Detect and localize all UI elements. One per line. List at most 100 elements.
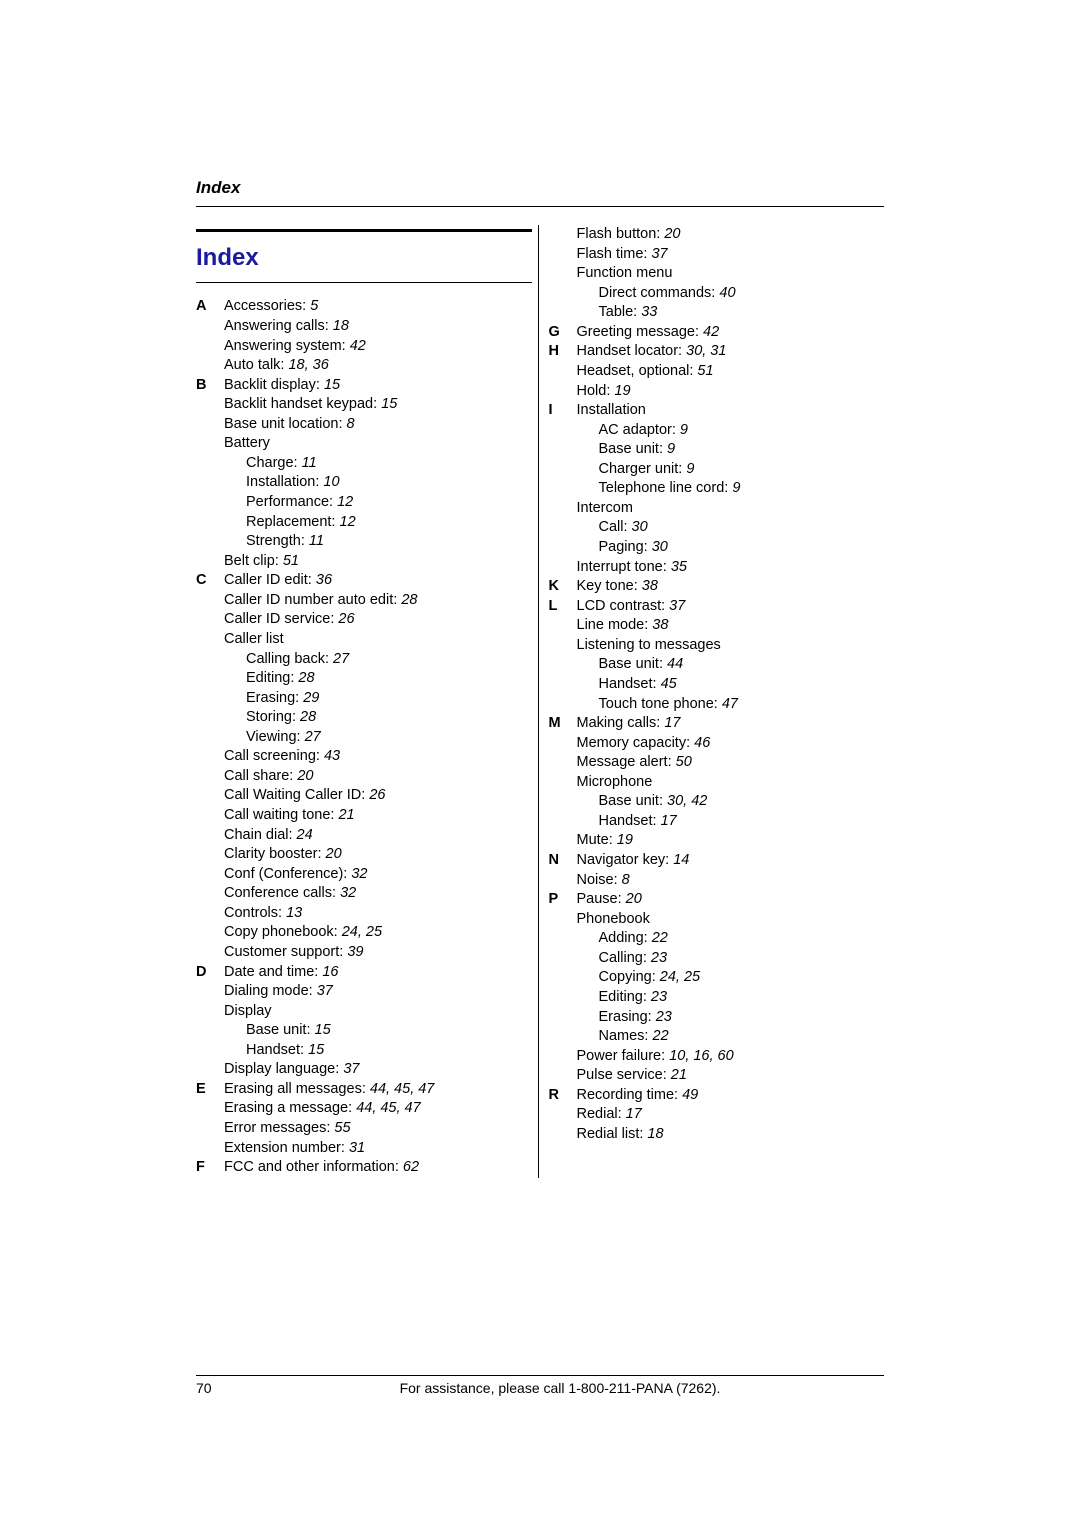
entry-page: 30, 42 bbox=[667, 793, 707, 809]
entry-text: Auto talk: bbox=[224, 357, 288, 373]
entry-text: Base unit: bbox=[599, 793, 668, 809]
letter-group: PPause: 20PhonebookAdding: 22Calling: 23… bbox=[549, 890, 885, 1086]
entries-list: Backlit display: 15Backlit handset keypa… bbox=[224, 376, 532, 572]
entry-page: 51 bbox=[697, 363, 713, 379]
index-letter: M bbox=[549, 714, 577, 851]
entry-text: Charger unit: bbox=[599, 461, 687, 477]
entry-text: Handset: bbox=[246, 1042, 308, 1058]
entry-page: 32 bbox=[351, 866, 367, 882]
index-entry: Battery bbox=[224, 434, 532, 454]
entry-text: Installation: bbox=[246, 474, 323, 490]
index-entry: Call waiting tone: 21 bbox=[224, 806, 532, 826]
entry-page: 45 bbox=[661, 676, 677, 692]
entry-text: Call screening: bbox=[224, 748, 324, 764]
entry-page: 51 bbox=[283, 553, 299, 569]
entry-page: 15 bbox=[381, 396, 397, 412]
entry-page: 20 bbox=[626, 891, 642, 907]
entry-text: Erasing: bbox=[246, 690, 303, 706]
entry-page: 26 bbox=[338, 611, 354, 627]
entry-page: 18, 36 bbox=[288, 357, 328, 373]
entry-page: 44, 45, 47 bbox=[370, 1081, 435, 1097]
index-entry: Caller ID edit: 36 bbox=[224, 571, 532, 591]
entry-text: Editing: bbox=[599, 989, 651, 1005]
letter-group: DDate and time: 16Dialing mode: 37Displa… bbox=[196, 963, 532, 1080]
letter-group: NNavigator key: 14Noise: 8 bbox=[549, 851, 885, 890]
index-entry: Intercom bbox=[577, 499, 885, 519]
entry-text: Storing: bbox=[246, 709, 300, 725]
index-letter: N bbox=[549, 851, 577, 890]
entry-page: 29 bbox=[303, 690, 319, 706]
entries-list: Handset locator: 30, 31Headset, optional… bbox=[577, 342, 885, 401]
entries-list: Caller ID edit: 36Caller ID number auto … bbox=[224, 571, 532, 962]
entry-page: 42 bbox=[350, 338, 366, 354]
index-letter: R bbox=[549, 1086, 577, 1145]
entry-text: Replacement: bbox=[246, 514, 340, 530]
entry-text: Handset locator: bbox=[577, 343, 687, 359]
entry-page: 15 bbox=[308, 1042, 324, 1058]
entry-text: Backlit display: bbox=[224, 377, 324, 393]
entry-page: 17 bbox=[626, 1106, 642, 1122]
index-letter: K bbox=[549, 577, 577, 597]
index-entry: Display language: 37 bbox=[224, 1060, 532, 1080]
entry-page: 22 bbox=[652, 930, 668, 946]
entry-page: 44 bbox=[667, 656, 683, 672]
entry-text: Telephone line cord: bbox=[599, 480, 733, 496]
entry-text: Names: bbox=[599, 1028, 653, 1044]
index-entry: Caller list bbox=[224, 630, 532, 650]
entry-text: Call: bbox=[599, 519, 632, 535]
index-entry: Navigator key: 14 bbox=[577, 851, 885, 871]
index-entry: Viewing: 27 bbox=[224, 728, 532, 748]
index-entry: Backlit handset keypad: 15 bbox=[224, 395, 532, 415]
entry-text: Redial: bbox=[577, 1106, 626, 1122]
index-entry: Base unit: 9 bbox=[577, 440, 885, 460]
entry-text: Extension number: bbox=[224, 1140, 349, 1156]
entry-text: Adding: bbox=[599, 930, 652, 946]
entry-page: 20 bbox=[664, 226, 680, 242]
index-entry: Caller ID service: 26 bbox=[224, 610, 532, 630]
entry-page: 15 bbox=[324, 377, 340, 393]
index-entry: Interrupt tone: 35 bbox=[577, 558, 885, 578]
index-entry: Installation: 10 bbox=[224, 473, 532, 493]
entry-page: 49 bbox=[682, 1087, 698, 1103]
letter-group: FFCC and other information: 62 bbox=[196, 1158, 532, 1178]
letter-group: BBacklit display: 15Backlit handset keyp… bbox=[196, 376, 532, 572]
entry-page: 40 bbox=[719, 285, 735, 301]
index-entry: Belt clip: 51 bbox=[224, 552, 532, 572]
index-entry: LCD contrast: 37 bbox=[577, 597, 885, 617]
index-letter: B bbox=[196, 376, 224, 572]
entry-text: Display language: bbox=[224, 1061, 343, 1077]
entry-page: 9 bbox=[680, 422, 688, 438]
index-entry: Pulse service: 21 bbox=[577, 1066, 885, 1086]
entry-text: LCD contrast: bbox=[577, 598, 670, 614]
entry-text: Call waiting tone: bbox=[224, 807, 338, 823]
entry-text: Direct commands: bbox=[599, 285, 720, 301]
index-entry: Mute: 19 bbox=[577, 831, 885, 851]
index-entry: Flash time: 37 bbox=[577, 245, 885, 265]
index-entry: Direct commands: 40 bbox=[577, 284, 885, 304]
entry-text: Error messages: bbox=[224, 1120, 334, 1136]
entry-text: Table: bbox=[599, 304, 642, 320]
entry-text: Caller list bbox=[224, 631, 284, 647]
index-entry: Headset, optional: 51 bbox=[577, 362, 885, 382]
index-entry: Calling: 23 bbox=[577, 949, 885, 969]
entry-text: Headset, optional: bbox=[577, 363, 698, 379]
index-entry: Base unit: 15 bbox=[224, 1021, 532, 1041]
entry-text: Copying: bbox=[599, 969, 660, 985]
index-letter: I bbox=[549, 401, 577, 577]
entry-page: 42 bbox=[703, 324, 719, 340]
entry-text: Erasing a message: bbox=[224, 1100, 356, 1116]
entry-text: Base unit: bbox=[246, 1022, 315, 1038]
index-entry: Calling back: 27 bbox=[224, 650, 532, 670]
entry-text: Dialing mode: bbox=[224, 983, 317, 999]
entry-page: 19 bbox=[617, 832, 633, 848]
entry-page: 27 bbox=[333, 651, 349, 667]
index-entry: Conf (Conference): 32 bbox=[224, 865, 532, 885]
entry-text: Conference calls: bbox=[224, 885, 340, 901]
entry-text: Navigator key: bbox=[577, 852, 674, 868]
entry-text: Recording time: bbox=[577, 1087, 683, 1103]
entry-text: Message alert: bbox=[577, 754, 676, 770]
letter-group: HHandset locator: 30, 31Headset, optiona… bbox=[549, 342, 885, 401]
page-header: Index bbox=[196, 178, 884, 198]
entries-list: Flash button: 20Flash time: 37Function m… bbox=[577, 225, 885, 323]
entry-text: Pause: bbox=[577, 891, 626, 907]
